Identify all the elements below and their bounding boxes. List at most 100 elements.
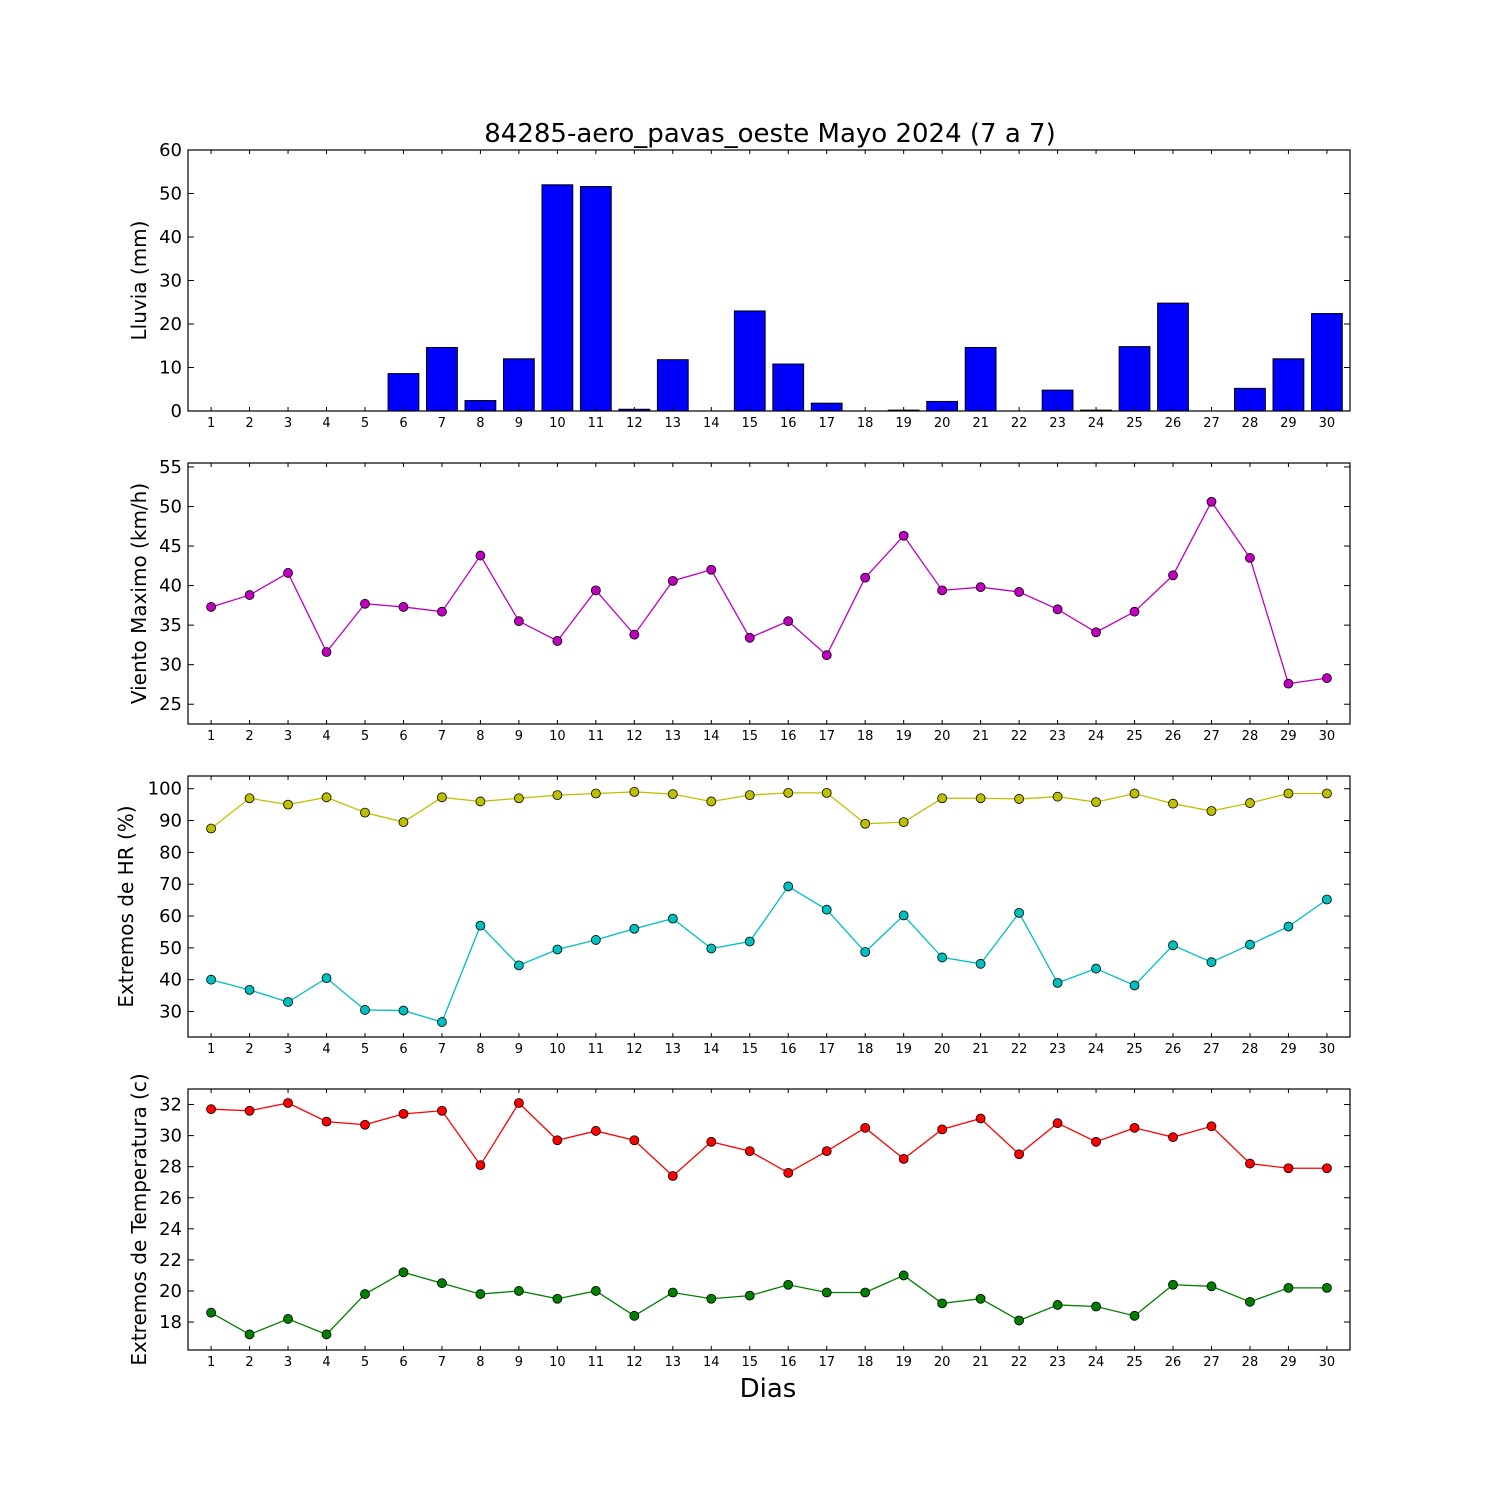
x-tick-label: 10 (549, 1355, 566, 1370)
x-tick-label: 21 (972, 416, 989, 431)
x-tick-label: 5 (361, 1355, 369, 1370)
point-s2-day-13 (667, 1287, 678, 1298)
x-tick-label: 29 (1280, 1355, 1297, 1370)
point-s2-day-28 (1245, 939, 1255, 950)
x-tick-label: 4 (322, 416, 330, 431)
x-tick-label: 3 (284, 416, 292, 431)
y-tick-label: 100 (148, 779, 182, 800)
point-s1-day-1 (206, 1104, 216, 1115)
point-s2-day-11 (590, 1286, 601, 1296)
point-s2-day-28 (1245, 1296, 1255, 1307)
point-s2-day-25 (1129, 980, 1140, 991)
x-tick-label: 20 (934, 416, 951, 431)
point-s2-day-29 (1283, 1282, 1294, 1293)
point-s1-day-13 (667, 1171, 678, 1181)
series-line-1 (211, 1101, 1327, 1177)
x-tick-label: 3 (284, 1355, 292, 1370)
series-line-1 (210, 500, 1328, 685)
x-tick-label: 9 (515, 416, 523, 431)
point-s1-day-28 (1245, 798, 1255, 808)
x-tick-label: 30 (1319, 416, 1336, 431)
x-tick-label: 24 (1088, 729, 1105, 744)
point-s1-day-20 (937, 1124, 948, 1135)
point-s1-day-17 (821, 1146, 832, 1157)
y-axis-label: Extremos de HR (%) (114, 805, 138, 1007)
y-tick-label: 24 (159, 1219, 182, 1240)
point-s1-day-2 (244, 590, 255, 600)
point-s1-day-16 (783, 616, 794, 627)
point-s2-day-13 (667, 913, 678, 924)
y-tick-label: 50 (159, 497, 182, 518)
point-s1-day-22 (1014, 1149, 1024, 1160)
x-tick-label: 1 (207, 1355, 215, 1370)
point-s1-day-18 (860, 572, 871, 583)
point-s2-day-2 (244, 984, 255, 995)
x-tick-label: 29 (1280, 729, 1297, 744)
series-line-2 (210, 885, 1328, 1023)
point-s1-day-23 (1052, 604, 1063, 615)
x-tick-label: 2 (245, 1042, 253, 1057)
panels: 1 2 3 4 5 6 7 8 9 10 11 12 13 14 15 16 17 18 19 20 21 22 23 24 2… (114, 140, 1351, 1370)
x-tick-label: 8 (476, 729, 484, 744)
y-tick-label: 80 (159, 842, 182, 863)
series-line-2 (210, 1271, 1327, 1336)
x-tick-label: 20 (934, 1042, 951, 1057)
x-tick-label: 10 (549, 1042, 566, 1057)
x-tick-label: 21 (972, 729, 989, 744)
y-tick-label: 50 (159, 184, 182, 205)
point-s1-day-16 (783, 1167, 794, 1178)
bar-day-15 (733, 310, 766, 412)
point-s2-day-29 (1283, 921, 1294, 932)
point-s1-day-3 (283, 799, 293, 810)
point-s2-day-3 (283, 1314, 293, 1324)
point-s2-day-10 (552, 944, 563, 955)
x-tick-label: 18 (857, 729, 874, 744)
point-s2-day-6 (398, 1005, 409, 1016)
point-s1-day-8 (475, 796, 486, 807)
y-tick-label: 18 (159, 1312, 182, 1333)
x-tick-label: 18 (857, 1355, 874, 1370)
point-s2-day-7 (437, 1017, 447, 1027)
x-tick-label: 24 (1088, 1042, 1105, 1057)
point-s2-day-12 (629, 1310, 640, 1321)
point-s2-day-23 (1052, 1300, 1063, 1310)
y-axis-label: Viento Maximo (km/h) (127, 483, 151, 704)
point-s1-day-13 (667, 575, 678, 586)
x-tick-label: 25 (1126, 416, 1143, 431)
point-s1-day-25 (1129, 1122, 1140, 1133)
point-s1-day-6 (398, 1108, 409, 1119)
point-s2-day-19 (898, 1270, 909, 1281)
point-s1-day-9 (514, 1098, 524, 1108)
x-tick-label: 19 (895, 416, 912, 431)
x-tick-label: 28 (1242, 1355, 1259, 1370)
point-s1-day-10 (552, 636, 563, 646)
point-s1-day-4 (321, 1116, 332, 1127)
point-s2-day-23 (1052, 977, 1063, 988)
bar-day-13 (656, 359, 689, 412)
point-s2-day-9 (514, 960, 524, 971)
point-s1-day-26 (1168, 570, 1178, 581)
x-tick-label: 6 (399, 729, 407, 744)
point-s1-day-29 (1283, 788, 1294, 799)
point-s2-day-9 (514, 1286, 524, 1296)
x-tick-label: 29 (1280, 416, 1297, 431)
panel-1: 1 2 3 4 5 6 7 8 9 10 11 12 13 14 15 16 17 18 19 20 21 22 23 24 2… (127, 140, 1351, 431)
point-s1-day-8 (475, 550, 486, 561)
point-s2-day-27 (1206, 1281, 1217, 1292)
point-s1-day-30 (1322, 673, 1332, 684)
x-tick-label: 17 (818, 729, 835, 744)
point-s1-day-27 (1206, 496, 1217, 507)
y-tick-label: 26 (159, 1188, 182, 1209)
y-tick-label: 40 (159, 576, 182, 597)
y-tick-label: 25 (159, 694, 182, 715)
x-tick-label: 4 (322, 1042, 330, 1057)
bar-day-16 (772, 363, 805, 412)
point-s2-day-6 (398, 1267, 409, 1278)
point-s1-day-11 (590, 585, 601, 596)
x-tick-label: 16 (780, 416, 797, 431)
y-tick-label: 0 (171, 401, 182, 422)
x-tick-label: 9 (515, 1355, 523, 1370)
x-tick-label: 12 (626, 1355, 643, 1370)
x-tick-label: 21 (972, 1355, 989, 1370)
